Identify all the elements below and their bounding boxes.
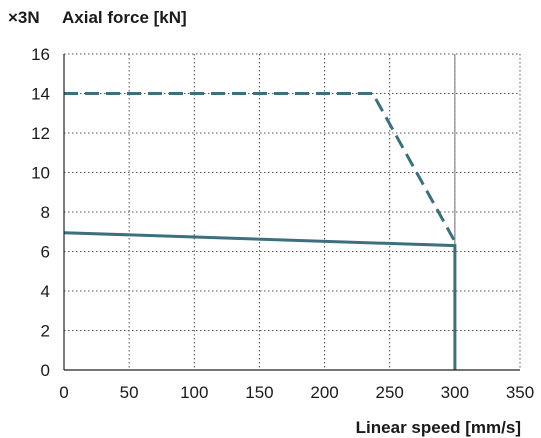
x-tick-label-100: 100 — [180, 383, 208, 402]
series-line-dashed — [64, 92, 457, 243]
x-tick-label-350: 350 — [506, 383, 534, 402]
y-tick-label-10: 10 — [31, 164, 50, 183]
y-tick-label-4: 4 — [41, 282, 50, 301]
x-axis-title: Linear speed [mm/s] — [356, 418, 521, 437]
y-tick-label-8: 8 — [41, 203, 50, 222]
y-tick-label-14: 14 — [31, 85, 50, 104]
x-tick-label-200: 200 — [310, 383, 338, 402]
y-tick-label-16: 16 — [31, 45, 50, 64]
y-tick-label-12: 12 — [31, 124, 50, 143]
x-tick-label-300: 300 — [441, 383, 469, 402]
x-tick-label-50: 50 — [120, 383, 139, 402]
series-line-solid — [63, 231, 457, 370]
x-tick-label-150: 150 — [245, 383, 273, 402]
axes — [63, 54, 520, 371]
series-lines — [63, 92, 457, 370]
y-tick-label-0: 0 — [41, 361, 50, 380]
x-tick-label-250: 250 — [376, 383, 404, 402]
y-tick-label-2: 2 — [41, 322, 50, 341]
y-axis-title: Axial force [kN] — [62, 8, 187, 27]
y-tick-label-6: 6 — [41, 243, 50, 262]
x-tick-label-0: 0 — [59, 383, 68, 402]
grid — [64, 53, 521, 370]
tick-labels: 0 50 100 150 200 250 300 350 0 2 4 6 8 10 12 14 16 — [31, 45, 534, 402]
y-multiplier-label: ×3N — [8, 8, 40, 27]
